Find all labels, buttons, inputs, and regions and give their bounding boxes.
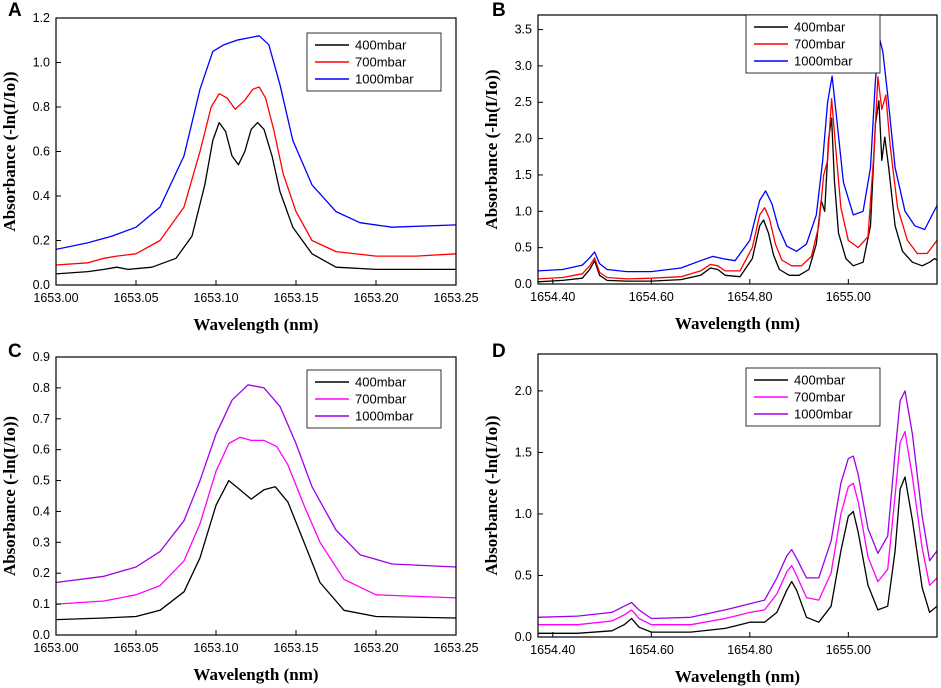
- y-tick-label-a: 1.2: [33, 11, 50, 25]
- panel-letter-d: D: [492, 341, 506, 362]
- x-tick-label-a: 1653.00: [33, 291, 78, 305]
- y-tick-label-a: 0.2: [33, 234, 50, 248]
- series-line-d-400mbar: [538, 476, 937, 634]
- x-tick-label-b: 1654.60: [629, 290, 674, 304]
- y-tick-label-b: 2.5: [515, 95, 532, 109]
- legend-label-d-1000mbar: 1000mbar: [794, 407, 853, 422]
- x-tick-label-b: 1654.80: [727, 290, 772, 304]
- x-tick-label-a: 1653.05: [113, 291, 158, 305]
- series-line-a-700mbar: [56, 86, 456, 266]
- y-tick-label-d: 1.0: [515, 507, 532, 521]
- y-tick-label-a: 0.6: [33, 145, 50, 159]
- x-tick-label-b: 1654.40: [530, 290, 575, 304]
- y-axis-title-c: Absorbance (-ln(I/Io)): [0, 416, 19, 576]
- x-tick-label-d: 1655.00: [826, 643, 871, 657]
- x-tick-label-a: 1653.10: [193, 291, 238, 305]
- y-tick-label-c: 0.6: [33, 443, 50, 457]
- legend-label-a-1000mbar: 1000mbar: [355, 72, 414, 87]
- panel-d: 1654.40 1654.60 1654.80 1655.00 0.0 0.5 1.0 1.5…: [482, 341, 938, 686]
- y-tick-label-b: 3.5: [515, 23, 532, 37]
- panel-letter-a: A: [8, 0, 22, 21]
- x-tick-label-a: 1653.20: [353, 291, 398, 305]
- y-tick-label-c: 0.5: [33, 474, 50, 488]
- x-tick-label-c: 1653.05: [113, 641, 158, 655]
- legend-label-a-400mbar: 400mbar: [355, 38, 407, 53]
- y-tick-label-a: 0.4: [33, 189, 50, 203]
- legend-label-c-1000mbar: 1000mbar: [355, 409, 414, 424]
- legend-d: 400mbar 700mbar 1000mbar: [745, 367, 881, 427]
- legend-c: 400mbar 700mbar 1000mbar: [306, 369, 442, 429]
- x-tick-label-d: 1654.80: [727, 643, 772, 657]
- series-line-b-400mbar: [538, 100, 937, 283]
- y-tick-label-a: 1.0: [33, 56, 50, 70]
- x-tick-label-c: 1653.00: [33, 641, 78, 655]
- y-axis-title-a: Absorbance (-ln(I/Io)): [0, 71, 19, 231]
- legend-label-c-700mbar: 700mbar: [355, 392, 407, 407]
- legend-a: 400mbar 700mbar 1000mbar: [306, 32, 442, 92]
- x-axis-title-a: Wavelength (nm): [193, 315, 318, 334]
- y-tick-label-b: 3.0: [515, 59, 532, 73]
- x-tick-label-c: 1653.15: [273, 641, 318, 655]
- series-line-a-1000mbar: [56, 35, 456, 251]
- y-tick-label-c: 0.4: [33, 504, 50, 518]
- x-tick-label-a: 1653.15: [273, 291, 318, 305]
- y-axis-title-b: Absorbance (-ln(I/Io)): [482, 69, 501, 229]
- x-tick-label-c: 1653.25: [433, 641, 478, 655]
- series-line-b-700mbar: [538, 76, 937, 280]
- x-axis-title-b: Wavelength (nm): [675, 314, 800, 333]
- series-line-d-700mbar: [538, 430, 937, 626]
- series-line-b-1000mbar: [538, 37, 937, 273]
- y-tick-label-c: 0.8: [33, 381, 50, 395]
- legend-label-b-700mbar: 700mbar: [794, 37, 846, 52]
- y-tick-label-c: 0.9: [33, 350, 50, 364]
- y-tick-label-c: 0.3: [33, 535, 50, 549]
- series-line-d-1000mbar: [538, 390, 937, 620]
- plot-frame-b: [537, 14, 938, 285]
- panel-c: 1653.00 1653.05 1653.10 1653.15 1653.20 1653.…: [0, 341, 479, 684]
- legend-label-b-1000mbar: 1000mbar: [794, 54, 853, 69]
- panel-b: 1654.40 1654.60 1654.80 1655.00 0.0 0.5 1.0 1.5…: [482, 0, 938, 333]
- legend-label-a-700mbar: 700mbar: [355, 55, 407, 70]
- y-tick-label-b: 1.5: [515, 168, 532, 182]
- y-tick-label-d: 0.0: [515, 630, 532, 644]
- y-axis-title-d: Absorbance (-ln(I/Io)): [482, 415, 501, 575]
- panel-letter-b: B: [492, 0, 506, 21]
- series-line-c-1000mbar: [56, 384, 456, 584]
- y-tick-label-c: 0.0: [33, 628, 50, 642]
- x-axis-title-c: Wavelength (nm): [193, 665, 318, 684]
- x-tick-label-c: 1653.10: [193, 641, 238, 655]
- legend-label-d-400mbar: 400mbar: [794, 373, 846, 388]
- x-tick-label-b: 1655.00: [826, 290, 871, 304]
- y-tick-label-b: 0.0: [515, 277, 532, 291]
- y-tick-label-b: 2.0: [515, 132, 532, 146]
- y-tick-label-d: 0.5: [515, 568, 532, 582]
- y-tick-label-d: 1.5: [515, 445, 532, 459]
- y-tick-label-a: 0.8: [33, 100, 50, 114]
- plot-frame-d: [537, 353, 938, 638]
- series-line-a-400mbar: [56, 121, 456, 275]
- panel-letter-c: C: [8, 341, 22, 362]
- y-tick-label-c: 0.7: [33, 412, 50, 426]
- y-tick-label-a: 0.0: [33, 278, 50, 292]
- x-axis-title-d: Wavelength (nm): [675, 667, 800, 686]
- y-tick-label-b: 1.0: [515, 204, 532, 218]
- legend-b: 400mbar 700mbar 1000mbar: [745, 14, 881, 74]
- legend-label-d-700mbar: 700mbar: [794, 390, 846, 405]
- legend-label-b-400mbar: 400mbar: [794, 20, 846, 35]
- legend-label-c-400mbar: 400mbar: [355, 375, 407, 390]
- y-tick-label-b: 0.5: [515, 241, 532, 255]
- series-line-c-400mbar: [56, 479, 456, 621]
- plot-frame-c: [55, 356, 457, 636]
- series-line-c-700mbar: [56, 436, 456, 605]
- x-tick-label-d: 1654.60: [629, 643, 674, 657]
- x-tick-label-c: 1653.20: [353, 641, 398, 655]
- y-tick-label-c: 0.2: [33, 566, 50, 580]
- panel-a: 1653.00 1653.05 1653.10 1653.15 1653.20 1653.…: [0, 0, 479, 334]
- y-tick-label-d: 2.0: [515, 384, 532, 398]
- x-tick-label-d: 1654.40: [530, 643, 575, 657]
- y-tick-label-c: 0.1: [33, 597, 50, 611]
- x-tick-label-a: 1653.25: [433, 291, 478, 305]
